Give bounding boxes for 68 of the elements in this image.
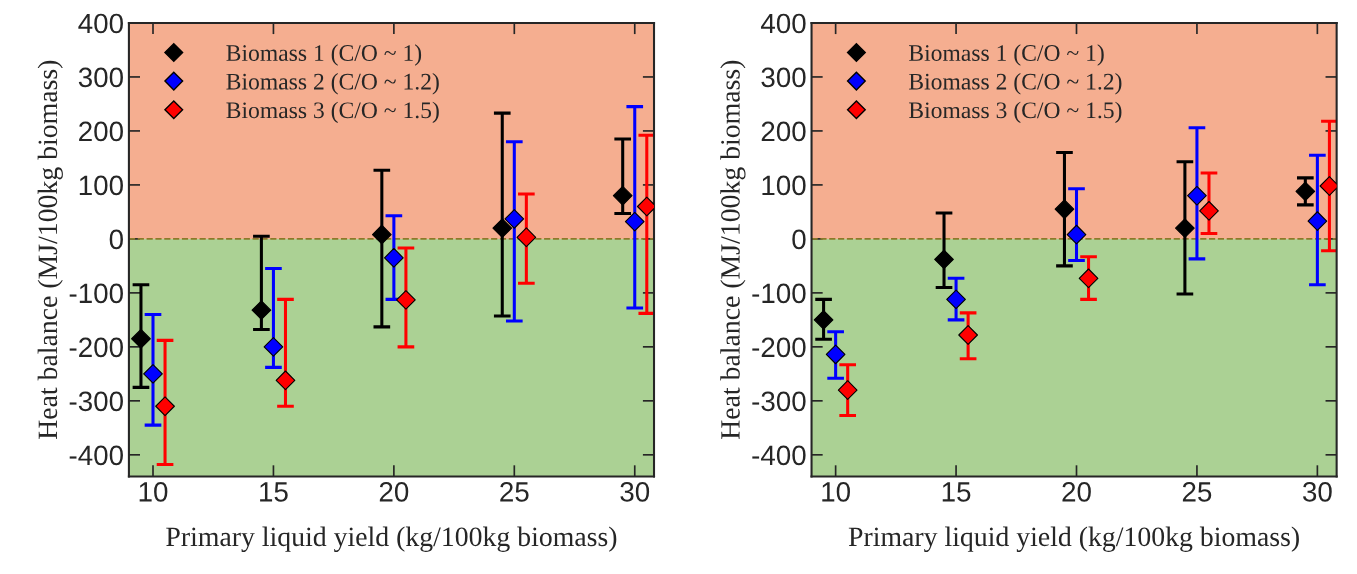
x-axis-title: Primary liquid yield (kg/100kg biomass) xyxy=(848,526,1299,552)
point xyxy=(813,309,834,330)
y-tick-label: 200 xyxy=(79,121,123,142)
point xyxy=(155,396,175,417)
point xyxy=(1078,268,1099,289)
x-tick-label: 10 xyxy=(822,482,850,502)
x-axis-title: Primary liquid yield (kg/100kg biomass) xyxy=(166,526,617,552)
x-tick-label: 15 xyxy=(942,482,971,502)
legend-label: Biomass 2 (C/O ~ 1.2) xyxy=(226,72,439,95)
y-tick-label: 100 xyxy=(762,175,806,196)
y-axis-title: Heat balance (MJ/100kg biomass) xyxy=(37,60,63,440)
point xyxy=(263,336,284,357)
point xyxy=(1199,200,1219,221)
x-tick-label: 30 xyxy=(1302,482,1332,502)
point xyxy=(131,328,151,349)
y-tick-label: 0 xyxy=(109,229,123,250)
y-tick-label: 400 xyxy=(78,13,123,34)
point xyxy=(492,218,513,238)
point xyxy=(1295,181,1316,202)
y-tick-label: 0 xyxy=(792,229,806,250)
x-tick-label: 15 xyxy=(260,482,288,502)
y-tick-label: -400 xyxy=(69,445,123,466)
x-tick-label: 30 xyxy=(620,482,650,502)
point xyxy=(384,247,404,268)
point xyxy=(516,227,537,248)
point xyxy=(612,185,633,206)
x-tick-label: 10 xyxy=(139,482,168,502)
y-axis-title: Heat balance (MJ/100kg biomass) xyxy=(720,60,746,440)
y-tick-label: -300 xyxy=(69,391,123,412)
y-tick-label: -100 xyxy=(752,283,806,304)
point xyxy=(1319,176,1337,196)
point xyxy=(1175,218,1195,238)
point xyxy=(396,290,416,310)
point xyxy=(958,325,978,345)
y-tick-label: 400 xyxy=(760,13,806,34)
y-tick-label: -200 xyxy=(69,337,123,358)
point xyxy=(504,209,525,229)
point xyxy=(636,196,655,217)
point xyxy=(934,249,954,270)
point xyxy=(1054,199,1075,220)
y-tick-label: -100 xyxy=(69,283,123,304)
point xyxy=(251,300,272,321)
x-tick-label: 20 xyxy=(1062,482,1091,502)
legend-label: Biomass 1 (C/O ~ 1) xyxy=(909,44,1104,66)
point xyxy=(837,380,858,400)
point xyxy=(275,370,296,391)
x-tick-label: 20 xyxy=(379,482,409,502)
point xyxy=(624,211,645,232)
legend-label: Biomass 2 (C/O ~ 1.2) xyxy=(909,72,1122,95)
point xyxy=(825,344,846,365)
legend-label: Biomass 3 (C/O ~ 1.5) xyxy=(226,101,439,124)
y-tick-label: 300 xyxy=(78,67,123,88)
y-tick-label: -300 xyxy=(752,391,806,412)
x-tick-label: 25 xyxy=(1182,482,1212,502)
point xyxy=(1066,224,1087,245)
point xyxy=(946,289,966,310)
legend-label: Biomass 3 (C/O ~ 1.5) xyxy=(909,101,1122,124)
y-tick-label: -200 xyxy=(752,337,806,358)
x-tick-label: 25 xyxy=(500,482,529,502)
y-tick-label: 300 xyxy=(761,67,806,88)
point xyxy=(143,363,163,384)
point xyxy=(1187,185,1207,206)
y-tick-label: -400 xyxy=(752,445,806,466)
y-tick-label: 200 xyxy=(761,121,806,142)
point xyxy=(1307,211,1328,231)
y-tick-label: 100 xyxy=(79,175,123,196)
point xyxy=(371,224,392,245)
legend-label: Biomass 1 (C/O ~ 1) xyxy=(226,44,422,66)
